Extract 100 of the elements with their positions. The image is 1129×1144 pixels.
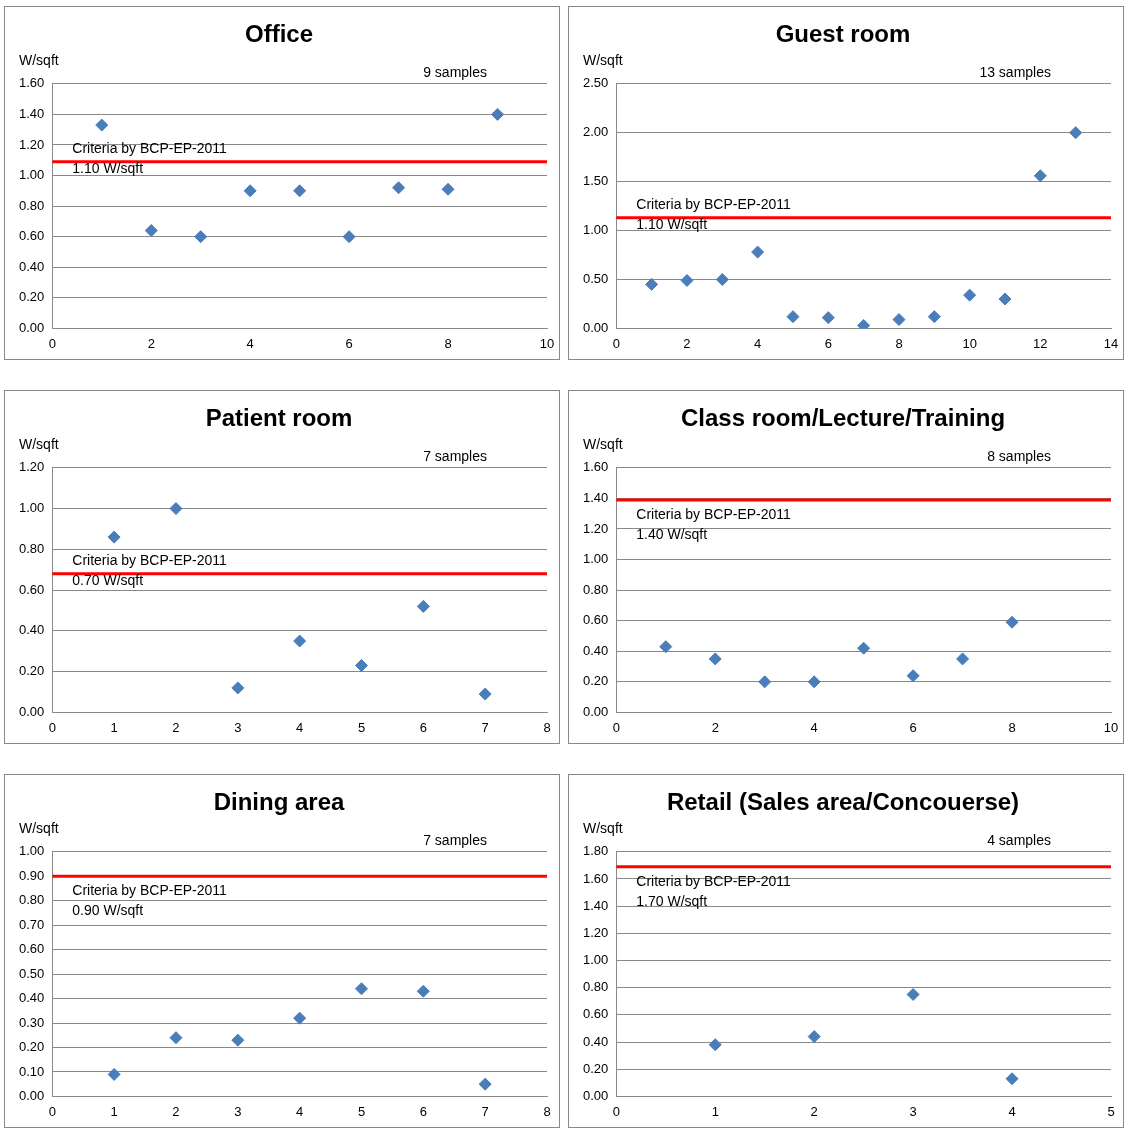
x-tick-label: 7 bbox=[481, 719, 489, 735]
point bbox=[1033, 169, 1047, 183]
x-tick-label: 0 bbox=[48, 719, 56, 735]
x-tick-label: 4 bbox=[810, 719, 818, 735]
point bbox=[293, 634, 307, 648]
y-tick-label: 0.60 bbox=[18, 581, 45, 597]
text: 7 samples bbox=[423, 447, 487, 464]
point bbox=[786, 310, 800, 324]
chart-title: Class room/Lecture/Training bbox=[680, 404, 1006, 432]
point bbox=[927, 310, 941, 324]
point bbox=[354, 659, 368, 673]
y-tick-label: 1.20 bbox=[582, 924, 609, 940]
x-tick-label: 4 bbox=[246, 335, 254, 351]
ref-line-label: Criteria by BCP-EP-2011 1.10 W/sqft bbox=[72, 139, 228, 176]
x-tick-label: 10 bbox=[1103, 719, 1119, 735]
y-tick-label: 0.60 bbox=[18, 941, 45, 957]
ref-line-label: Criteria by BCP-EP-2011 1.10 W/sqft bbox=[636, 195, 792, 232]
point bbox=[680, 273, 694, 287]
point bbox=[231, 681, 245, 695]
x-tick-label: 1 bbox=[110, 719, 118, 735]
x-tick-label: 5 bbox=[1107, 1103, 1115, 1119]
y-tick-label: 1.00 bbox=[582, 952, 609, 968]
point bbox=[807, 675, 821, 689]
x-tick-label: 6 bbox=[909, 719, 917, 735]
x-tick-label: 0 bbox=[612, 335, 620, 351]
chart-title: Guest room bbox=[775, 20, 911, 48]
point bbox=[857, 318, 871, 329]
point bbox=[998, 292, 1012, 306]
y-tick-label: 0.60 bbox=[582, 612, 609, 628]
x-tick-label: 10 bbox=[962, 335, 977, 351]
point bbox=[1069, 126, 1083, 140]
y-tick-label: 0.00 bbox=[18, 703, 45, 719]
y-tick-label: 0.30 bbox=[18, 1014, 45, 1030]
point bbox=[392, 181, 406, 195]
y-tick-label: 0.40 bbox=[18, 990, 45, 1006]
y-tick-label: 0.60 bbox=[582, 1006, 609, 1022]
y-tick-label: 1.50 bbox=[582, 173, 609, 189]
y-tick-label: 0.00 bbox=[582, 1087, 609, 1103]
x-tick-label: 12 bbox=[1033, 335, 1048, 351]
y-tick-label: 0.80 bbox=[18, 197, 45, 213]
point bbox=[659, 640, 673, 654]
text: 4 samples bbox=[987, 831, 1051, 848]
y-tick-label: 0.40 bbox=[18, 258, 45, 274]
point bbox=[194, 230, 208, 244]
y-tick-label: 1.20 bbox=[582, 520, 609, 536]
y-tick-label: 0.60 bbox=[18, 228, 45, 244]
text: 9 samples bbox=[423, 63, 487, 80]
point bbox=[107, 530, 121, 544]
point bbox=[144, 224, 158, 238]
y-tick-label: 0.40 bbox=[18, 622, 45, 638]
chart-title: Dining area bbox=[213, 788, 345, 816]
x-tick-label: 2 bbox=[810, 1103, 818, 1119]
x-tick-label: 0 bbox=[48, 335, 56, 351]
y-tick-label: 0.20 bbox=[582, 673, 609, 689]
y-tick-label: 0.70 bbox=[18, 916, 45, 932]
x-tick-label: 4 bbox=[754, 335, 762, 351]
point bbox=[906, 987, 920, 1001]
point bbox=[342, 230, 356, 244]
ref-line-label: Criteria by BCP-EP-2011 1.40 W/sqft bbox=[636, 505, 792, 542]
y-tick-label: 0.00 bbox=[18, 319, 45, 335]
point bbox=[293, 184, 307, 198]
point bbox=[478, 1077, 492, 1091]
point bbox=[169, 1031, 183, 1045]
x-tick-label: 0 bbox=[612, 719, 620, 735]
point bbox=[1005, 615, 1019, 629]
x-tick-label: 3 bbox=[234, 719, 242, 735]
point bbox=[645, 277, 659, 291]
x-tick-label: 3 bbox=[909, 1103, 917, 1119]
y-tick-label: 1.00 bbox=[18, 167, 45, 183]
y-tick-label: 0.20 bbox=[18, 1039, 45, 1055]
y-axis-title: W/sqft bbox=[583, 51, 623, 68]
y-tick-label: 0.40 bbox=[582, 642, 609, 658]
y-tick-label: 0.20 bbox=[18, 663, 45, 679]
y-tick-label: 0.90 bbox=[18, 867, 45, 883]
point bbox=[821, 311, 835, 325]
x-tick-label: 2 bbox=[683, 335, 691, 351]
x-tick-label: 8 bbox=[1008, 719, 1016, 735]
x-tick-label: 6 bbox=[419, 1103, 427, 1119]
y-tick-label: 1.60 bbox=[582, 870, 609, 886]
y-tick-label: 0.00 bbox=[582, 703, 609, 719]
point bbox=[491, 107, 505, 121]
point bbox=[708, 1038, 722, 1052]
x-tick-label: 5 bbox=[357, 1103, 366, 1119]
y-tick-label: 1.80 bbox=[582, 843, 609, 859]
ref-line-label: Criteria by BCP-EP-2011 0.90 W/sqft bbox=[72, 882, 228, 919]
point bbox=[715, 272, 729, 286]
x-tick-label: 5 bbox=[357, 719, 366, 735]
x-tick-label: 4 bbox=[296, 719, 304, 735]
point bbox=[751, 245, 765, 259]
point bbox=[807, 1030, 821, 1044]
y-tick-label: 1.60 bbox=[18, 75, 45, 91]
y-tick-label: 0.20 bbox=[18, 289, 45, 305]
y-axis-title: W/sqft bbox=[19, 819, 59, 836]
point bbox=[956, 652, 970, 666]
point bbox=[416, 599, 430, 613]
x-tick-label: 0 bbox=[612, 1103, 620, 1119]
point bbox=[169, 502, 183, 516]
y-tick-label: 0.40 bbox=[582, 1033, 609, 1049]
point bbox=[243, 184, 257, 198]
point bbox=[354, 982, 368, 996]
